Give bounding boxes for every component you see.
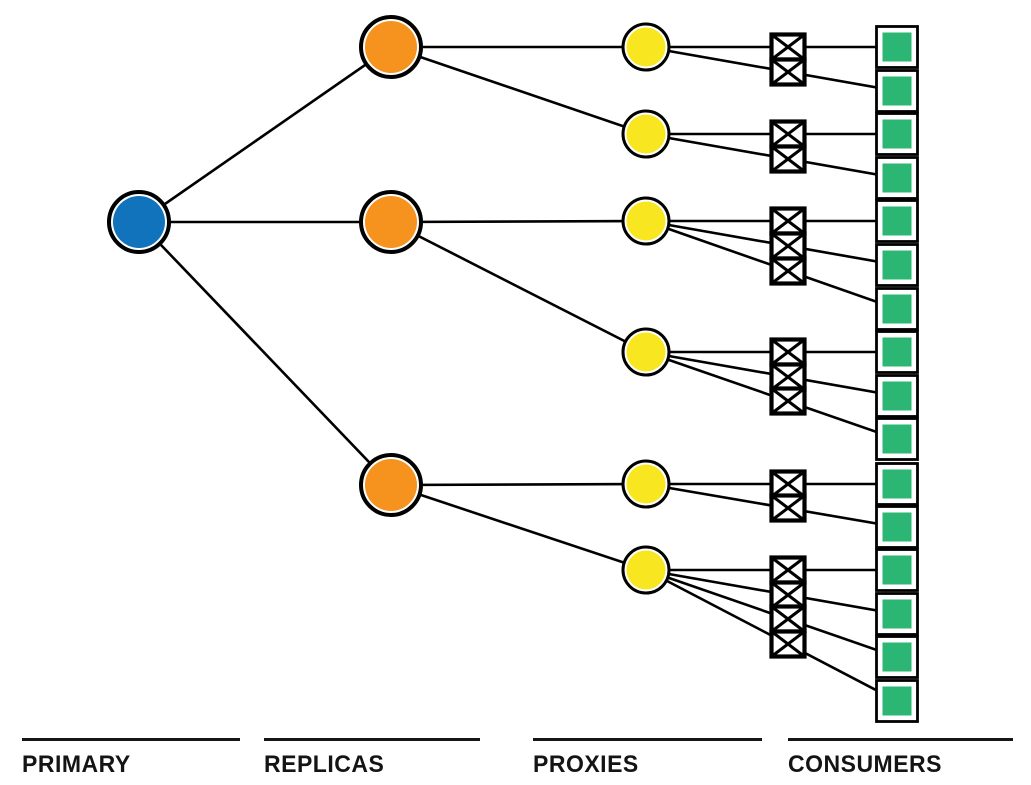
consumer-node-fill bbox=[882, 642, 912, 672]
consumer-node-fill bbox=[882, 512, 912, 542]
connection-box-cross-icon bbox=[770, 581, 806, 609]
consumer-node-fill bbox=[882, 599, 912, 629]
edge-primary-replica bbox=[138, 45, 392, 224]
primary-node-fill bbox=[113, 196, 165, 248]
edge-replica-proxy bbox=[390, 482, 647, 487]
connection-box-cross-icon bbox=[770, 207, 806, 235]
edge-replica-proxy bbox=[390, 45, 647, 136]
consumer-node-fill bbox=[882, 555, 912, 585]
consumer-node-fill bbox=[882, 163, 912, 193]
section-replicas: REPLICAS bbox=[264, 738, 480, 777]
primary-label: PRIMARY bbox=[22, 750, 131, 778]
connection-box-cross-icon bbox=[770, 556, 806, 584]
connection-box-cross-icon bbox=[770, 338, 806, 366]
consumer-node-fill bbox=[882, 686, 912, 716]
proxy-node-fill bbox=[626, 114, 666, 154]
connection-box-cross-icon bbox=[770, 494, 806, 522]
replica-node-fill bbox=[365, 196, 417, 248]
connection-box-cross-icon bbox=[770, 145, 806, 173]
connection-box-cross-icon bbox=[770, 387, 806, 415]
connection-box-cross-icon bbox=[770, 605, 806, 633]
consumer-node-fill bbox=[882, 469, 912, 499]
edge-replica-proxy bbox=[390, 483, 647, 572]
section-consumers: CONSUMERS bbox=[788, 738, 1013, 777]
consumers-label: CONSUMERS bbox=[788, 750, 943, 778]
replica-node-fill bbox=[365, 21, 417, 73]
consumer-node-fill bbox=[882, 76, 912, 106]
consumer-node-fill bbox=[882, 32, 912, 62]
edge-replica-proxy bbox=[390, 220, 647, 354]
consumer-node-fill bbox=[882, 206, 912, 236]
consumer-node-fill bbox=[882, 381, 912, 411]
connection-box-cross-icon bbox=[770, 232, 806, 260]
proxies-label: PROXIES bbox=[533, 750, 639, 778]
proxy-node-fill bbox=[626, 27, 666, 67]
connection-box-cross-icon bbox=[770, 58, 806, 86]
connection-box-cross-icon bbox=[770, 120, 806, 148]
consumer-node-fill bbox=[882, 119, 912, 149]
proxy-node-fill bbox=[626, 464, 666, 504]
proxy-node-fill bbox=[626, 201, 666, 241]
consumer-node-fill bbox=[882, 294, 912, 324]
proxy-node-fill bbox=[626, 550, 666, 590]
replica-node-fill bbox=[365, 459, 417, 511]
proxy-node-fill bbox=[626, 332, 666, 372]
edge-primary-replica bbox=[138, 221, 392, 486]
connection-box-cross-icon bbox=[770, 630, 806, 658]
connection-box-cross-icon bbox=[770, 257, 806, 285]
connection-box-cross-icon bbox=[770, 363, 806, 391]
edge-replica-proxy bbox=[390, 219, 647, 224]
section-primary: PRIMARY bbox=[22, 738, 240, 777]
connection-box-cross-icon bbox=[770, 470, 806, 498]
consumer-node-fill bbox=[882, 424, 912, 454]
consumer-node-fill bbox=[882, 337, 912, 367]
replicas-label: REPLICAS bbox=[264, 750, 385, 778]
consumer-node-fill bbox=[882, 250, 912, 280]
connection-box-cross-icon bbox=[770, 33, 806, 61]
section-proxies: PROXIES bbox=[533, 738, 762, 777]
